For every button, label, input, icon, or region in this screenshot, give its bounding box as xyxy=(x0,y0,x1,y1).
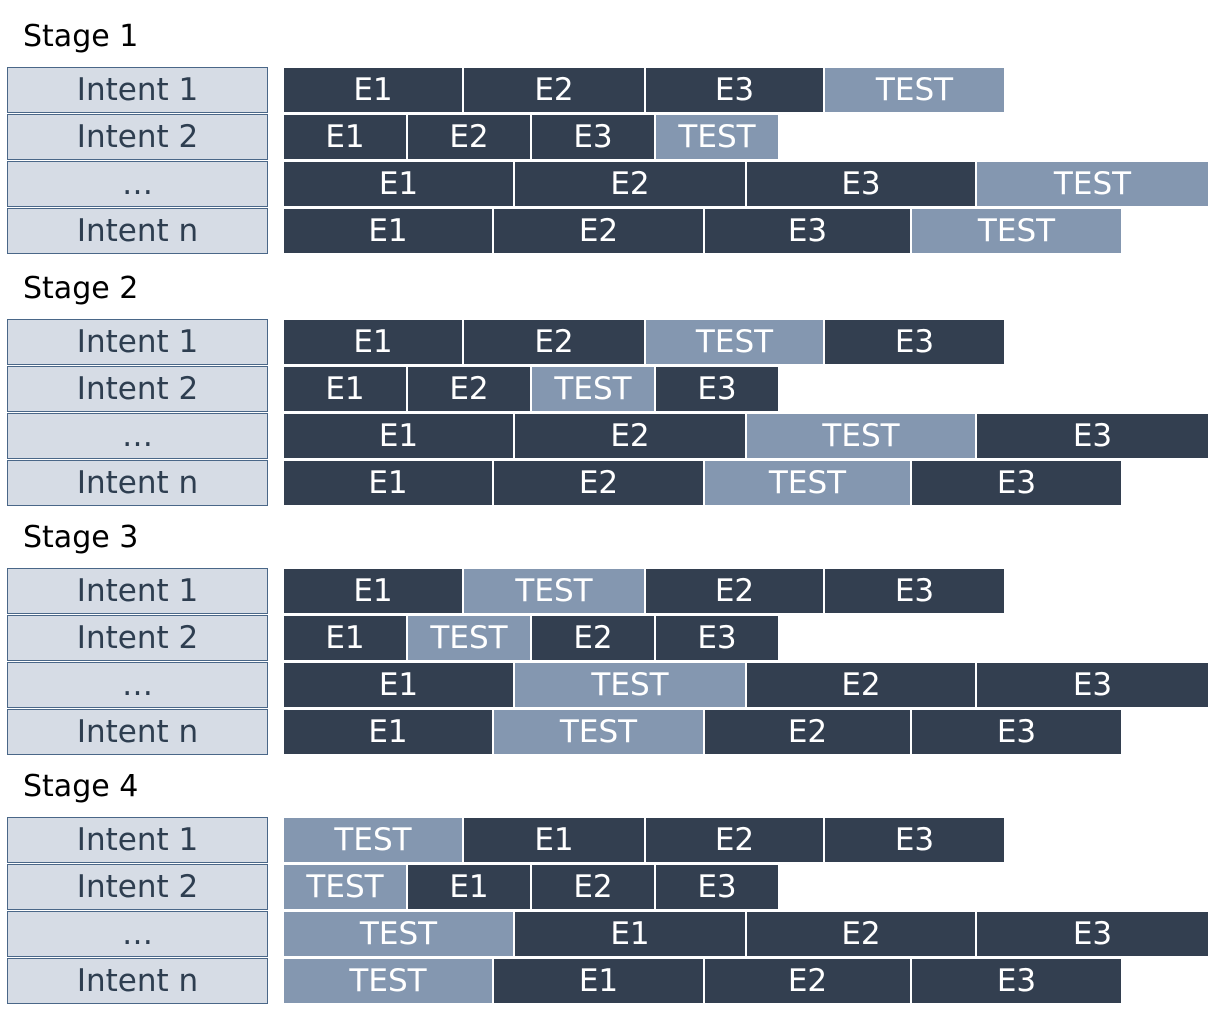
epoch-segment: E2 xyxy=(747,663,975,707)
epoch-segment: E2 xyxy=(408,367,530,411)
epoch-segment: E2 xyxy=(494,461,703,505)
intent-label: Intent 1 xyxy=(7,67,268,113)
stage-title: Stage 2 xyxy=(23,271,139,306)
test-segment: TEST xyxy=(284,865,406,909)
test-segment: TEST xyxy=(284,959,492,1003)
test-segment: TEST xyxy=(284,818,462,862)
test-segment: TEST xyxy=(912,209,1121,253)
epoch-segment: E1 xyxy=(284,115,406,159)
test-segment: TEST xyxy=(646,320,823,364)
intent-label: … xyxy=(7,662,268,708)
intent-label: Intent n xyxy=(7,460,268,506)
epoch-segment: E1 xyxy=(284,367,406,411)
epoch-segment: E2 xyxy=(532,865,654,909)
intent-label: Intent 1 xyxy=(7,817,268,863)
epoch-segment: E1 xyxy=(464,818,644,862)
epoch-segment: E3 xyxy=(977,663,1208,707)
intent-label: Intent 1 xyxy=(7,319,268,365)
epoch-segment: E3 xyxy=(656,616,778,660)
stage-title: Stage 4 xyxy=(23,769,139,804)
test-segment: TEST xyxy=(656,115,778,159)
test-segment: TEST xyxy=(532,367,654,411)
test-segment: TEST xyxy=(284,912,513,956)
epoch-segment: E3 xyxy=(532,115,654,159)
epoch-segment: E2 xyxy=(646,569,823,613)
test-segment: TEST xyxy=(494,710,703,754)
epoch-segment: E3 xyxy=(825,569,1004,613)
test-segment: TEST xyxy=(977,162,1208,206)
epoch-segment: E2 xyxy=(515,162,745,206)
test-segment: TEST xyxy=(825,68,1004,112)
epoch-segment: E3 xyxy=(646,68,823,112)
intent-label: Intent 2 xyxy=(7,366,268,412)
epoch-segment: E1 xyxy=(284,461,492,505)
stage-title: Stage 1 xyxy=(23,19,139,54)
intent-label: Intent 1 xyxy=(7,568,268,614)
epoch-segment: E1 xyxy=(284,414,513,458)
epoch-segment: E1 xyxy=(284,710,492,754)
test-segment: TEST xyxy=(515,663,745,707)
epoch-segment: E3 xyxy=(912,461,1121,505)
intent-label: … xyxy=(7,413,268,459)
epoch-segment: E1 xyxy=(284,320,462,364)
epoch-segment: E2 xyxy=(705,710,910,754)
intent-label: Intent n xyxy=(7,958,268,1004)
epoch-segment: E2 xyxy=(464,68,644,112)
stage-title: Stage 3 xyxy=(23,520,139,555)
epoch-segment: E2 xyxy=(747,912,975,956)
epoch-segment: E3 xyxy=(977,912,1208,956)
epoch-segment: E3 xyxy=(977,414,1208,458)
epoch-segment: E2 xyxy=(494,209,703,253)
epoch-segment: E1 xyxy=(284,569,462,613)
epoch-segment: E1 xyxy=(284,616,406,660)
epoch-segment: E3 xyxy=(656,367,778,411)
test-segment: TEST xyxy=(408,616,530,660)
epoch-segment: E1 xyxy=(408,865,530,909)
epoch-segment: E3 xyxy=(747,162,975,206)
epoch-segment: E1 xyxy=(515,912,745,956)
epoch-segment: E2 xyxy=(705,959,910,1003)
epoch-segment: E1 xyxy=(284,162,513,206)
epoch-segment: E1 xyxy=(284,209,492,253)
epoch-segment: E3 xyxy=(705,209,910,253)
epoch-segment: E2 xyxy=(515,414,745,458)
epoch-segment: E3 xyxy=(825,320,1004,364)
intent-label: … xyxy=(7,911,268,957)
epoch-segment: E1 xyxy=(494,959,703,1003)
intent-label: Intent n xyxy=(7,709,268,755)
epoch-segment: E3 xyxy=(656,865,778,909)
intent-label: … xyxy=(7,161,268,207)
intent-label: Intent 2 xyxy=(7,615,268,661)
epoch-segment: E3 xyxy=(912,959,1121,1003)
epoch-segment: E3 xyxy=(912,710,1121,754)
intent-label: Intent 2 xyxy=(7,864,268,910)
epoch-segment: E1 xyxy=(284,663,513,707)
intent-label: Intent n xyxy=(7,208,268,254)
test-segment: TEST xyxy=(464,569,644,613)
epoch-segment: E2 xyxy=(408,115,530,159)
epoch-segment: E3 xyxy=(825,818,1004,862)
epoch-segment: E2 xyxy=(646,818,823,862)
epoch-segment: E1 xyxy=(284,68,462,112)
epoch-segment: E2 xyxy=(532,616,654,660)
test-segment: TEST xyxy=(747,414,975,458)
test-segment: TEST xyxy=(705,461,910,505)
epoch-segment: E2 xyxy=(464,320,644,364)
intent-label: Intent 2 xyxy=(7,114,268,160)
